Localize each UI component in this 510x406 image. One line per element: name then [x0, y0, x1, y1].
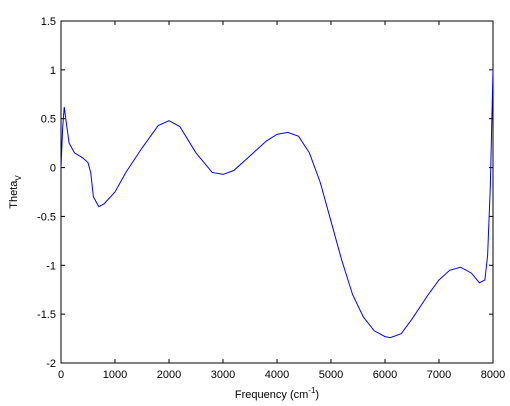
y-tick-label: 1.5	[41, 16, 56, 28]
y-tick-label: -2	[46, 358, 56, 370]
x-label-text: Frequency (cm	[235, 389, 308, 401]
x-tick-label: 7000	[427, 369, 451, 381]
y-tick-label: 0.5	[41, 114, 56, 126]
x-tick-label: 4000	[265, 369, 289, 381]
y-tick-label: -1	[46, 260, 56, 272]
y-tick-label: -1.5	[37, 309, 56, 321]
y-tick-label: -0.5	[37, 211, 56, 223]
y-tick-label: 1	[50, 65, 56, 77]
x-tick-label: 0	[58, 369, 64, 381]
x-label-superscript: -1	[308, 386, 316, 395]
x-label-tail: )	[315, 389, 319, 401]
x-tick-label: 8000	[481, 369, 505, 381]
y-axis-label: ThetaV	[8, 175, 23, 209]
x-tick-label: 1000	[103, 369, 127, 381]
x-tick-label: 2000	[157, 369, 181, 381]
y-label-subscript: V	[14, 175, 23, 181]
plot-frame	[60, 20, 494, 364]
y-label-text: Theta	[8, 180, 20, 209]
x-tick-label: 6000	[373, 369, 397, 381]
x-tick-label: 5000	[319, 369, 343, 381]
y-tick-label: 0	[50, 163, 56, 175]
data-line	[60, 69, 494, 339]
x-tick-label: 3000	[211, 369, 235, 381]
x-axis-label: Frequency (cm-1)	[235, 386, 319, 401]
